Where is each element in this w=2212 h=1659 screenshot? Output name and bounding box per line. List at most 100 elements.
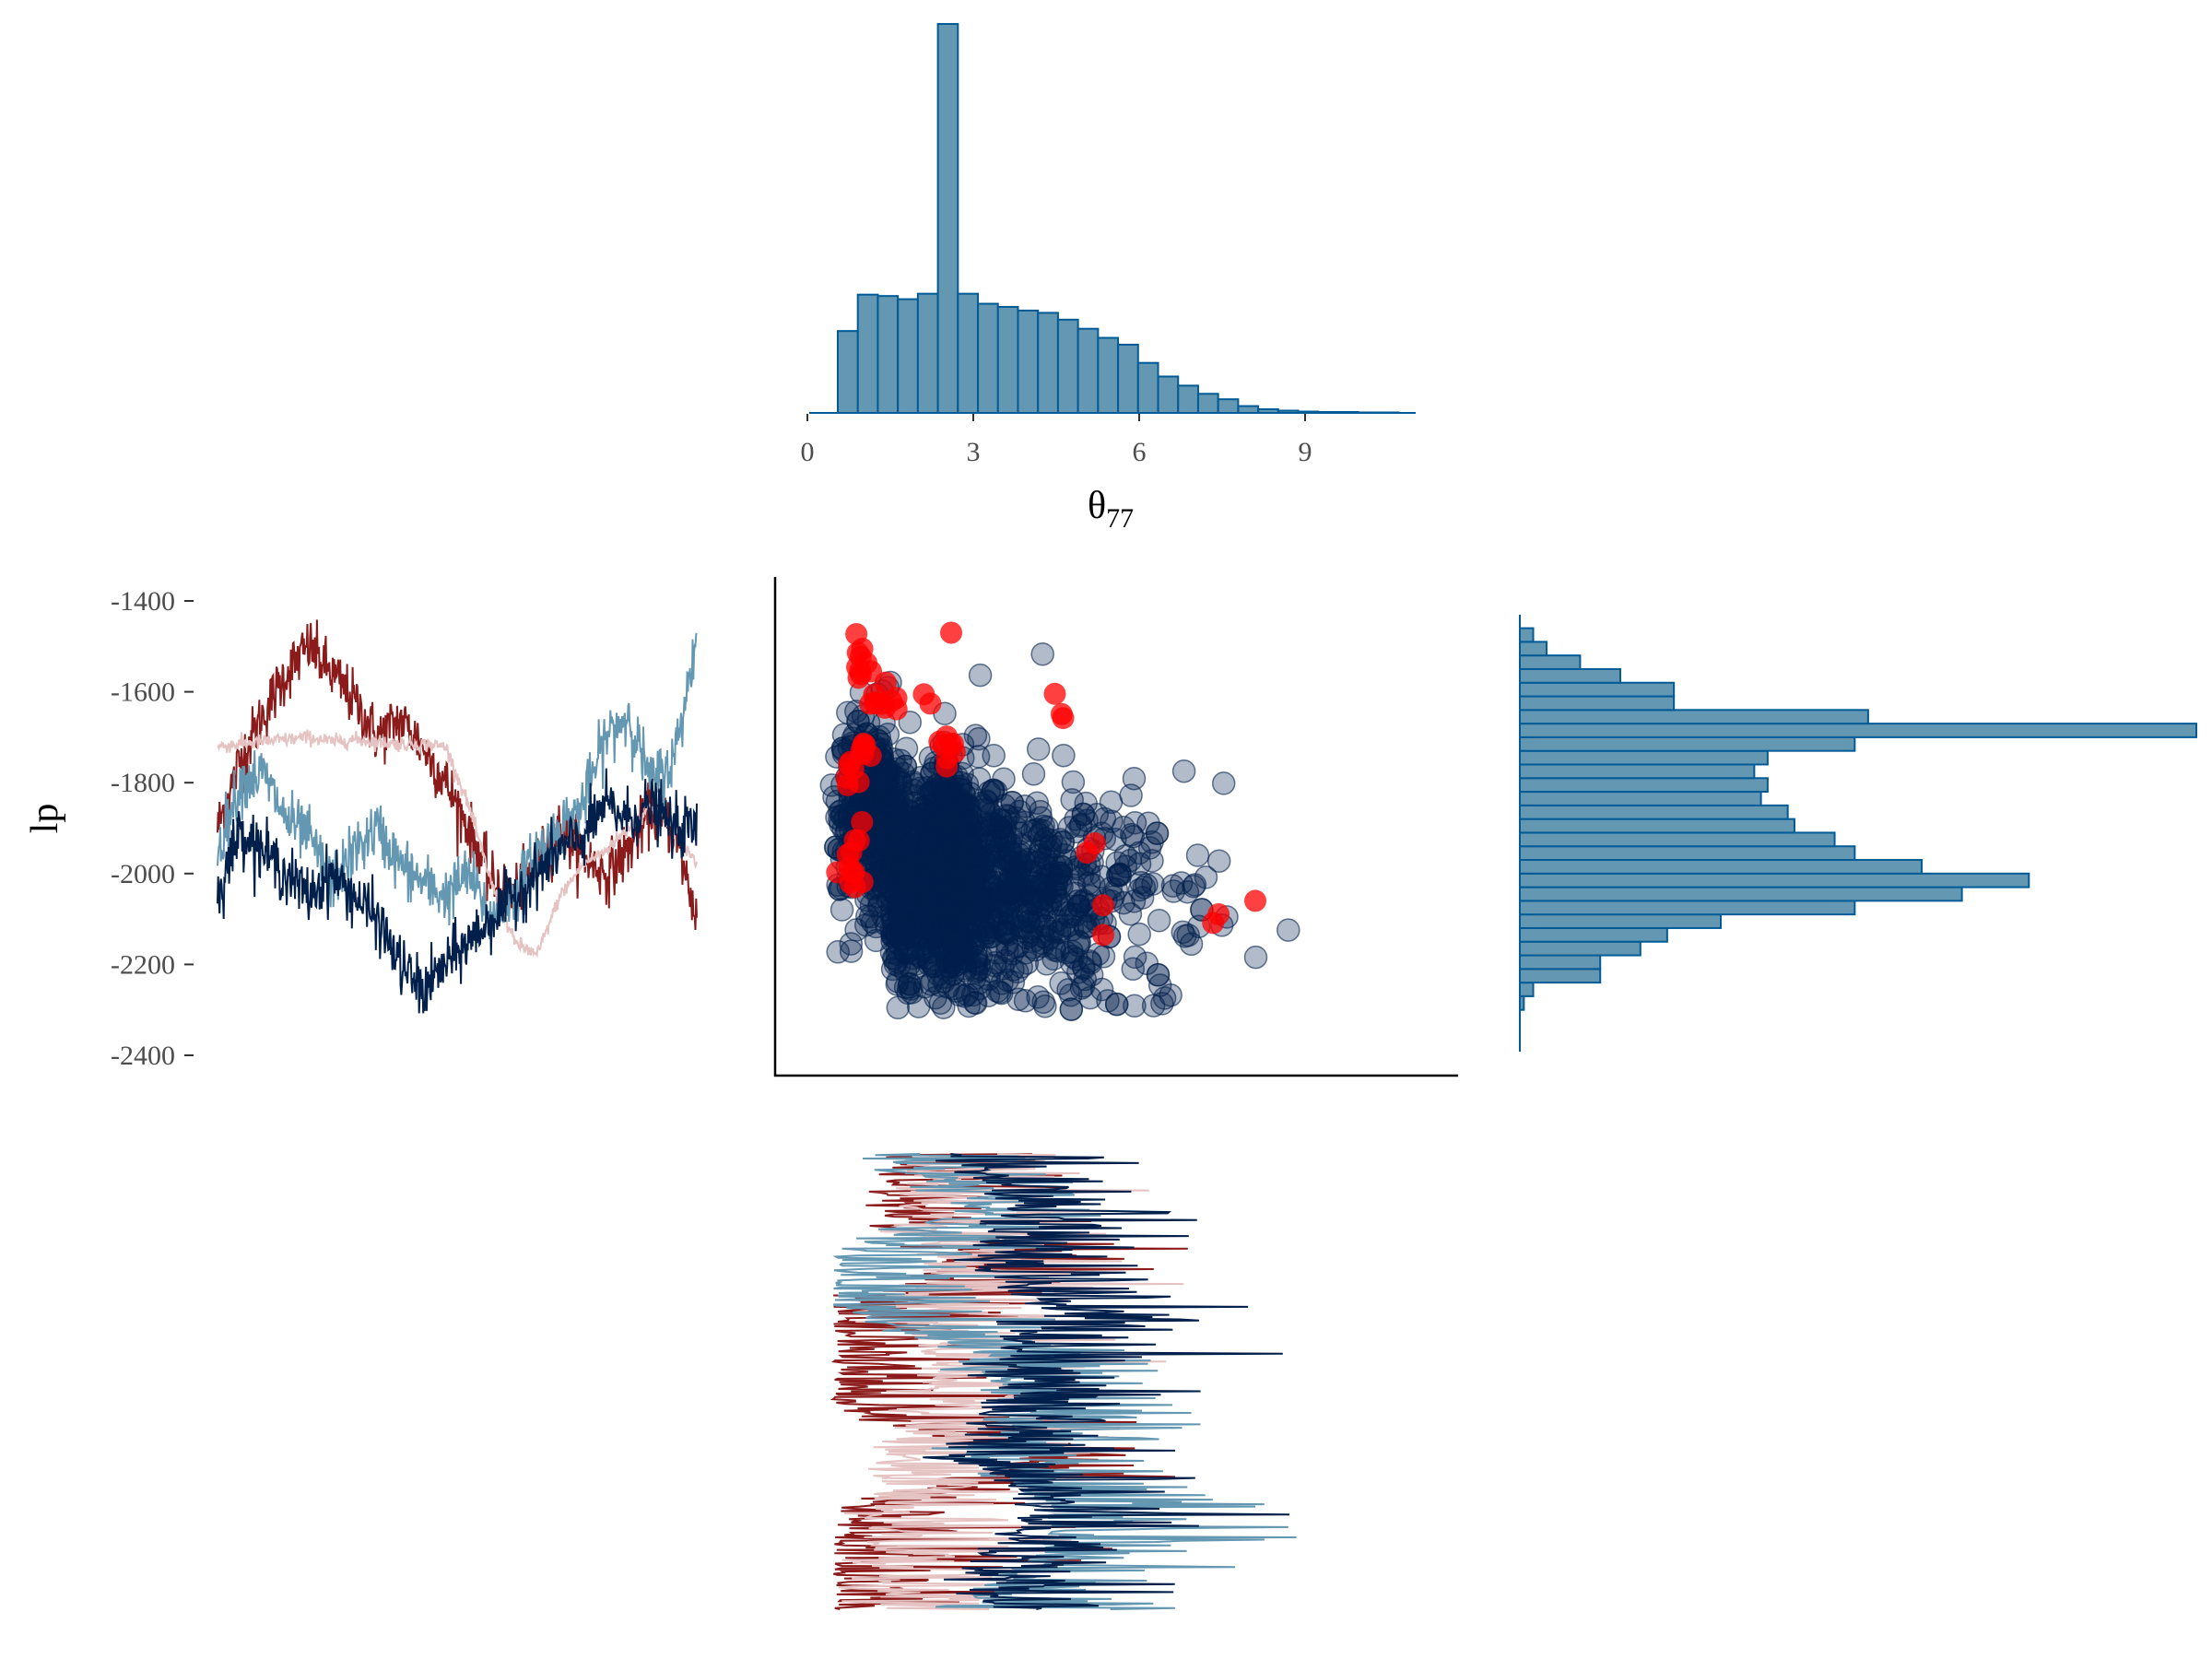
theta-histogram-bar <box>1157 375 1180 414</box>
lp-y-axis-ticks: -1400 -1600 -1800 -2000 -2200 -2400 <box>111 586 194 1071</box>
scatter-point <box>925 865 949 890</box>
scatter-point <box>952 802 977 827</box>
scatter-point <box>880 924 904 948</box>
scatter-point <box>962 841 986 865</box>
lp-histogram-panel <box>1519 615 2197 1052</box>
divergent-point <box>874 671 897 694</box>
lp-trace-chain-line <box>217 768 698 1014</box>
theta-histogram-bar <box>1037 312 1059 414</box>
scatter-point <box>909 925 933 949</box>
scatter-point <box>988 817 1013 841</box>
lp-histogram-bars <box>1519 627 2197 1011</box>
scatter-point <box>955 772 980 796</box>
scatter-point <box>1049 854 1074 879</box>
scatter-point <box>1021 762 1046 786</box>
lp-histogram-bar <box>1519 886 1963 902</box>
lp-histogram-bar <box>1519 763 1756 780</box>
scatter-point <box>963 991 988 1016</box>
scatter-point <box>938 955 962 979</box>
scatter-point <box>1096 989 1120 1013</box>
theta-x-tick-label: 9 <box>1299 437 1312 467</box>
lp-histogram-bar <box>1519 831 1836 848</box>
lp-y-tick-label: -1800 <box>111 768 175 798</box>
lp-y-tick-label: -2400 <box>111 1041 175 1071</box>
scatter-point <box>982 778 1006 803</box>
theta-x-tick-label: 6 <box>1133 437 1147 467</box>
divergent-point <box>859 692 882 715</box>
scatter-point <box>912 975 936 999</box>
scatter-point <box>1048 828 1072 852</box>
lp-histogram-bar <box>1519 804 1789 820</box>
scatter-point <box>1066 894 1091 918</box>
scatter-point <box>1141 872 1165 896</box>
theta-histogram-bar <box>1056 318 1079 415</box>
scatter-point <box>942 911 966 935</box>
scatter-point <box>887 954 912 978</box>
scatter-point <box>1127 922 1151 947</box>
scatter-point <box>1104 992 1129 1017</box>
theta-x-axis-title: θ77 <box>1088 485 1134 534</box>
scatter-point <box>1121 957 1146 982</box>
lp-histogram-bar <box>1519 709 1869 725</box>
lp-histogram-bar <box>1519 791 1762 806</box>
lp-histogram-bar <box>1519 994 1525 1011</box>
scatter-point <box>1277 918 1300 942</box>
scatter-point <box>1033 846 1058 871</box>
theta-histogram-bar <box>1077 327 1100 415</box>
scatter-point <box>1122 889 1147 913</box>
lp-trace-chain-line <box>217 619 698 931</box>
scatter-point <box>1012 882 1037 907</box>
scatter-panel <box>773 577 1458 1077</box>
scatter-point <box>1112 816 1135 840</box>
divergent-point <box>853 732 876 755</box>
theta-histogram-bar <box>1017 309 1040 414</box>
divergent-point <box>935 755 959 778</box>
scatter-point <box>894 736 919 760</box>
divergent-point <box>836 843 859 866</box>
scatter-point <box>885 972 910 996</box>
scatter-point <box>1172 924 1197 948</box>
scatter-point <box>963 724 988 747</box>
scatter-point <box>1053 901 1078 925</box>
lp-y-tick-label: -1600 <box>111 677 175 708</box>
scatter-point <box>826 940 850 964</box>
scatter-point <box>1171 759 1196 783</box>
scatter-point <box>880 929 904 953</box>
scatter-point <box>1049 971 1073 995</box>
theta-trace-chain-line <box>838 1153 1184 1610</box>
lp-histogram-bar <box>1519 926 1668 943</box>
theta-histogram-bar <box>957 292 980 415</box>
scatter-point <box>1013 989 1038 1013</box>
lp-histogram-bar <box>1519 735 1856 752</box>
lp-trace-chain-line <box>217 632 698 940</box>
lp-histogram-bar <box>1519 982 1535 997</box>
theta-histogram-bar <box>1196 393 1219 414</box>
scatter-point <box>1108 862 1132 887</box>
lp-histogram-bar <box>1519 777 1769 794</box>
lp-histogram-bar <box>1519 900 1856 916</box>
scatter-point <box>918 806 942 831</box>
lp-trace-chain-line <box>217 729 698 959</box>
scatter-point <box>1122 766 1147 791</box>
theta-histogram-bar <box>1237 405 1260 415</box>
scatter-point <box>1059 997 1084 1021</box>
scatter-point <box>870 821 895 846</box>
scatter-point <box>1179 932 1204 957</box>
theta-histogram-bar <box>1217 398 1240 415</box>
scatter-point <box>1030 641 1054 666</box>
theta-x-tick-label: 0 <box>801 437 815 467</box>
scatter-point <box>1175 879 1200 904</box>
scatter-point <box>985 862 1009 887</box>
scatter-point <box>865 853 889 878</box>
lp-trace-lines <box>217 619 698 1014</box>
divergent-point <box>919 692 942 715</box>
scatter-point <box>989 981 1014 1006</box>
lp-histogram-bar <box>1519 627 1535 643</box>
scatter-point <box>1099 790 1124 815</box>
lp-y-axis-title: lp <box>24 804 66 834</box>
scatter-point <box>1123 810 1147 835</box>
scatter-point <box>830 898 854 922</box>
scatter-point <box>888 771 913 794</box>
scatter-point <box>1091 945 1116 969</box>
theta-histogram-bar <box>877 295 900 415</box>
